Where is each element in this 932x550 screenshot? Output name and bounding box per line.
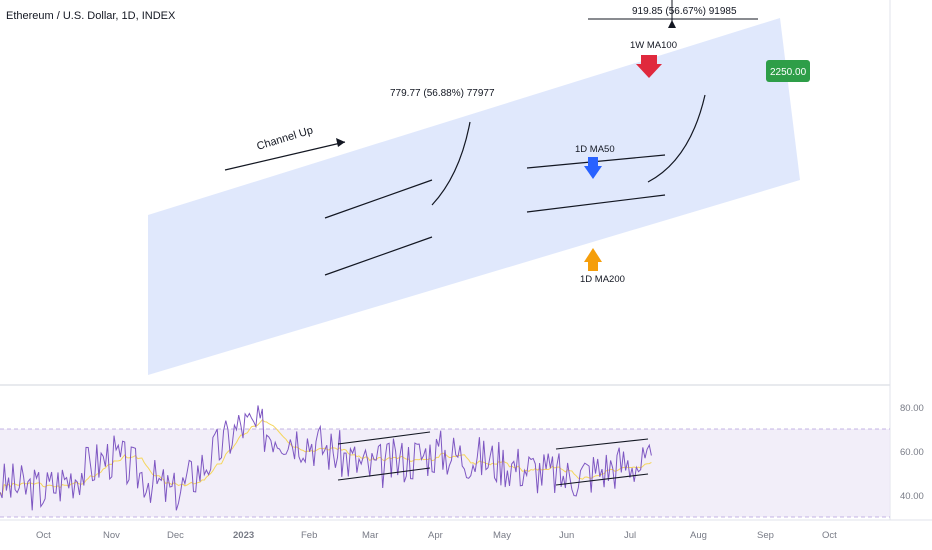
- time-label: Feb: [301, 530, 317, 541]
- channel-up-label: Channel Up: [255, 124, 314, 152]
- measure-1-label: 779.77 (56.88%) 77977: [390, 88, 495, 99]
- target-label: 2250.00: [770, 67, 807, 78]
- pattern-1-lower: [324, 236, 433, 276]
- ma200-label: 1D MA200: [580, 274, 625, 285]
- rsi-tick: 80.00: [900, 403, 924, 414]
- ma50-label: 1D MA50: [575, 144, 615, 155]
- channel-up-arrowhead: [336, 138, 345, 147]
- rsi-line: [0, 405, 652, 511]
- time-label: May: [493, 530, 511, 541]
- rsi-tick: 40.00: [900, 491, 924, 502]
- projection-curve-1: [431, 121, 471, 206]
- ma200-arrow: [584, 248, 602, 271]
- time-label: Jul: [624, 530, 636, 541]
- time-label: Sep: [757, 530, 774, 541]
- target-tag: [766, 60, 810, 82]
- time-label: Apr: [428, 530, 443, 541]
- channel-up-band: [148, 18, 800, 375]
- rsi-pattern-2-upper: [555, 438, 649, 450]
- ma100w-label: 1W MA100: [630, 40, 677, 51]
- projection-curve-2: [647, 94, 706, 183]
- chart-title: Ethereum / U.S. Dollar, 1D, INDEX: [6, 10, 176, 22]
- rsi-pattern-1-upper: [337, 431, 431, 445]
- time-label: Aug: [690, 530, 707, 541]
- rsi-pattern-1-lower: [337, 467, 431, 481]
- ma100w-arrow: [636, 55, 662, 78]
- time-label: 2023: [233, 530, 254, 541]
- measure-2-label: 919.85 (56.67%) 91985: [632, 6, 737, 17]
- time-label: Oct: [822, 530, 837, 541]
- pattern-1-upper: [324, 179, 433, 219]
- time-label: Dec: [167, 530, 184, 541]
- time-label: Nov: [103, 530, 120, 541]
- measure-2-arrowhead: [668, 20, 676, 28]
- rsi-tick: 60.00: [900, 447, 924, 458]
- time-label: Jun: [559, 530, 574, 541]
- rsi-pattern-2-lower: [555, 473, 649, 486]
- pattern-2-lower: [526, 194, 666, 213]
- ma50-arrow: [584, 157, 602, 179]
- time-label: Mar: [362, 530, 378, 541]
- channel-up-arrow-line: [224, 141, 346, 171]
- time-label: Oct: [36, 530, 51, 541]
- rsi-band: [0, 429, 890, 517]
